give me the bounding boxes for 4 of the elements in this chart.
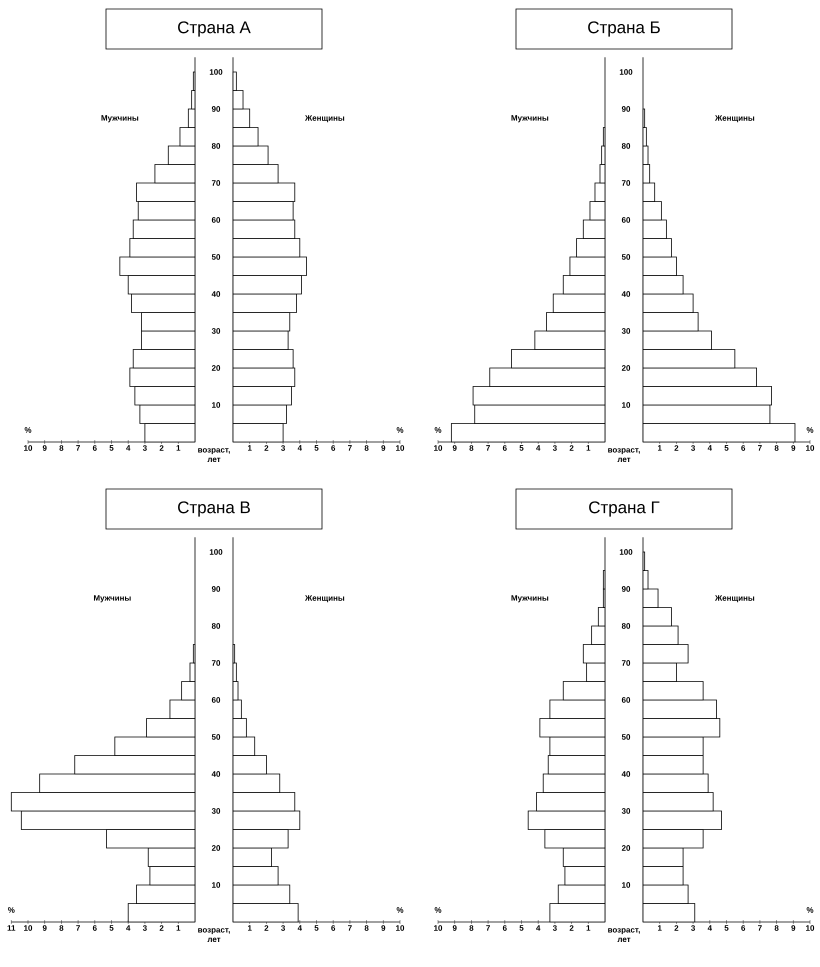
chart-title: Страна Г: [589, 501, 660, 517]
chart-title: Страна А: [178, 21, 251, 37]
chart-title: Страна Б: [588, 21, 660, 37]
chart-title: Страна В: [178, 501, 250, 517]
